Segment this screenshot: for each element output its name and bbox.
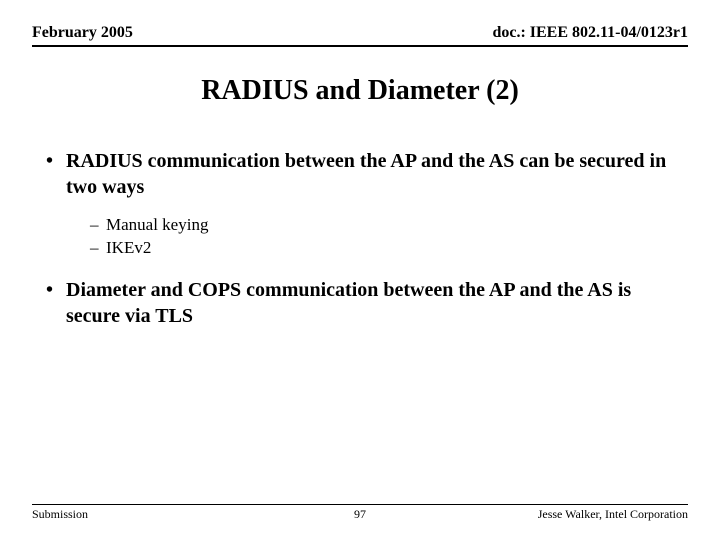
footer-left: Submission — [32, 507, 251, 522]
slide-header: February 2005 doc.: IEEE 802.11-04/0123r… — [32, 24, 688, 47]
bullet-item: RADIUS communication between the AP and … — [42, 149, 688, 200]
slide-page: February 2005 doc.: IEEE 802.11-04/0123r… — [0, 0, 720, 540]
header-doc-id: doc.: IEEE 802.11-04/0123r1 — [492, 24, 688, 42]
bullet-item: Diameter and COPS communication between … — [42, 278, 688, 329]
header-date: February 2005 — [32, 24, 133, 42]
footer-page-number: 97 — [251, 507, 470, 522]
slide-title: RADIUS and Diameter (2) — [32, 75, 688, 107]
slide-body: RADIUS communication between the AP and … — [32, 149, 688, 329]
slide-footer: Submission 97 Jesse Walker, Intel Corpor… — [32, 504, 688, 522]
sub-bullet-item: IKEv2 — [90, 237, 688, 260]
sub-bullet-item: Manual keying — [90, 214, 688, 237]
footer-author: Jesse Walker, Intel Corporation — [469, 507, 688, 522]
sub-bullet-list: Manual keying IKEv2 — [42, 214, 688, 260]
